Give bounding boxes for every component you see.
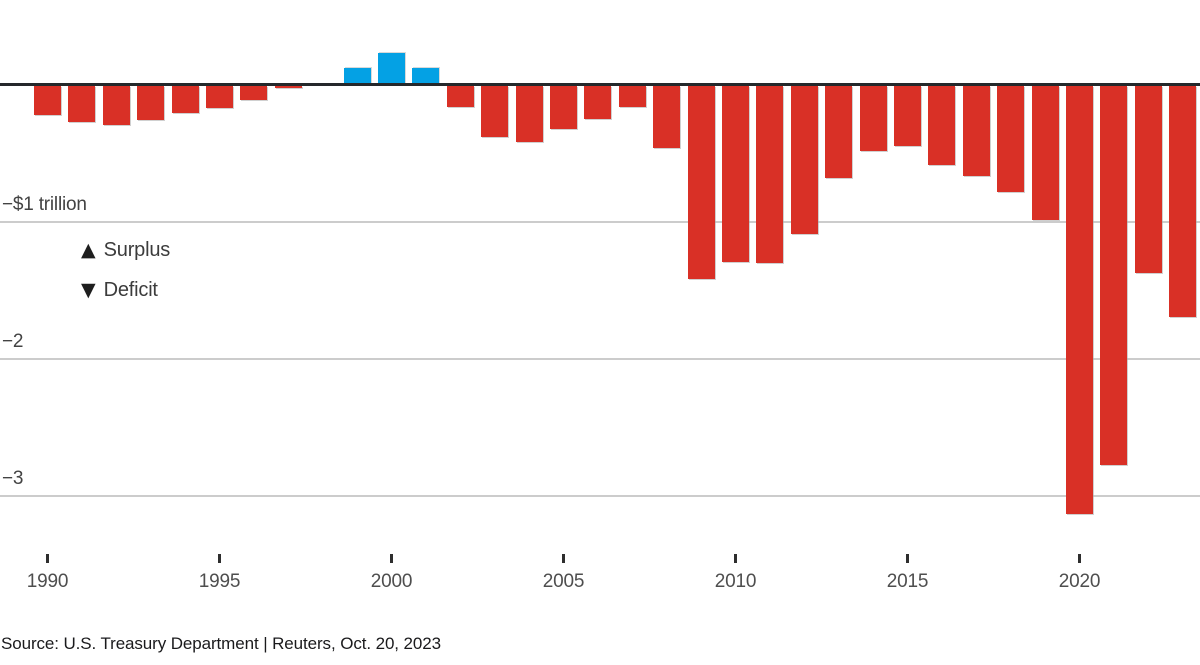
source-caption: Source: U.S. Treasury Department | Reute… [1, 634, 441, 653]
up-triangle-icon: ▲ [81, 238, 96, 261]
legend-item-surplus: ▲ Surplus [81, 238, 170, 262]
bar-2002 [446, 86, 474, 107]
x-tick-2010 [734, 554, 737, 563]
x-tick-1990 [46, 554, 49, 563]
bar-1995 [206, 86, 233, 108]
y-axis-label-2t: −2 [2, 331, 24, 352]
x-axis-label-2010: 2010 [714, 571, 757, 592]
legend: ▲ Surplus ▼ Deficit [81, 238, 170, 318]
y-axis-label-3t: −3 [2, 468, 24, 489]
gridline-2t [0, 358, 1200, 360]
bar-2013 [825, 86, 853, 178]
bar-2021 [1100, 86, 1128, 465]
bar-1996 [240, 86, 268, 100]
x-axis-label-2020: 2020 [1058, 571, 1101, 592]
x-axis-label-2015: 2015 [886, 571, 929, 592]
x-tick-1995 [218, 554, 221, 563]
bar-2016 [928, 86, 956, 166]
bar-2014 [859, 86, 887, 152]
x-axis-label-1995: 1995 [198, 571, 241, 592]
bar-2000 [378, 52, 405, 84]
bar-2007 [618, 86, 646, 108]
x-axis-label-2000: 2000 [370, 571, 413, 592]
bar-1992 [102, 86, 130, 125]
y-axis-label-1t: −$1 trillion [2, 194, 87, 215]
bar-2003 [481, 86, 509, 137]
x-tick-2020 [1078, 554, 1081, 563]
bar-2004 [515, 86, 543, 142]
bar-1990 [34, 86, 61, 116]
bar-2020 [1066, 86, 1093, 515]
legend-label-deficit: Deficit [103, 278, 158, 301]
bar-2019 [1031, 86, 1059, 220]
bar-1997 [274, 86, 302, 88]
bar-2011 [756, 86, 784, 264]
bar-2015 [894, 86, 921, 146]
bar-2018 [997, 86, 1025, 192]
bar-1993 [137, 86, 165, 120]
bar-2005 [550, 86, 577, 129]
bar-2023 [1169, 86, 1197, 318]
x-tick-2000 [390, 554, 393, 563]
gridline-1t [0, 221, 1200, 223]
bar-2022 [1134, 86, 1162, 274]
legend-item-deficit: ▼ Deficit [81, 278, 170, 302]
x-tick-2005 [562, 554, 565, 563]
legend-label-surplus: Surplus [103, 238, 171, 261]
x-axis-label-2005: 2005 [542, 571, 585, 592]
gridline-3t [0, 495, 1200, 497]
down-triangle-icon: ▼ [81, 278, 96, 301]
bar-2001 [412, 67, 440, 84]
bar-1991 [68, 86, 96, 122]
bar-2009 [687, 86, 715, 279]
bar-1999 [343, 67, 371, 84]
bar-2008 [653, 86, 681, 148]
x-axis-label-1990: 1990 [26, 571, 69, 592]
zero-baseline [0, 83, 1200, 86]
bar-2006 [584, 86, 612, 119]
bar-2010 [722, 86, 749, 263]
bar-2012 [790, 86, 818, 234]
x-tick-2015 [906, 554, 909, 563]
bar-2017 [962, 86, 990, 177]
bar-1994 [171, 86, 199, 113]
